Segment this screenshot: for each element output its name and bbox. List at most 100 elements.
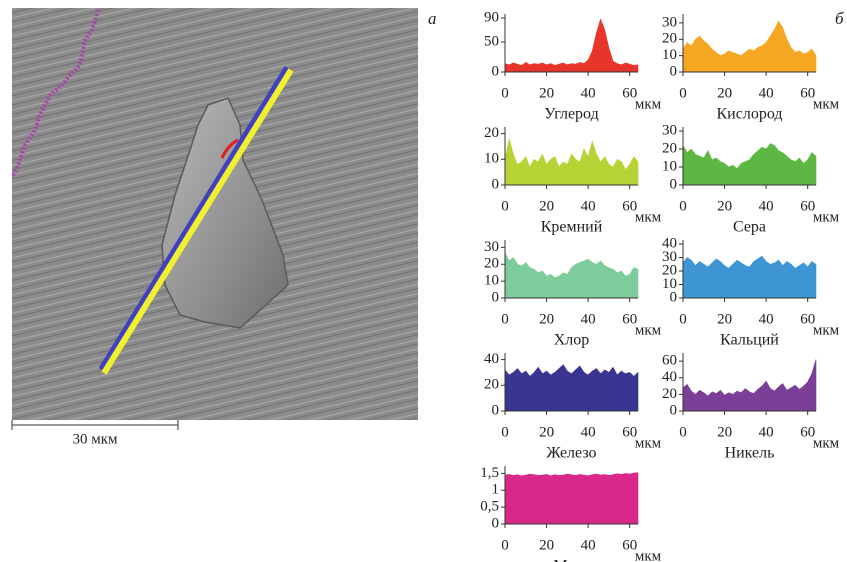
y-tick-label: 20 bbox=[484, 256, 499, 272]
y-tick-label: 20 bbox=[484, 125, 499, 141]
x-axis-label: мкм bbox=[813, 435, 840, 451]
y-tick-label: 0 bbox=[670, 289, 678, 305]
chart-title: Кальций bbox=[720, 332, 779, 349]
chart-title: Углерод bbox=[544, 106, 598, 123]
x-tick-label: 20 bbox=[717, 85, 732, 101]
x-tick-label: 0 bbox=[679, 198, 687, 214]
chart-title: Никель bbox=[725, 445, 775, 462]
y-tick-label: 10 bbox=[484, 273, 499, 289]
y-tick-label: 40 bbox=[662, 235, 677, 251]
y-tick-label: 0 bbox=[492, 176, 500, 192]
x-tick-label: 40 bbox=[759, 85, 774, 101]
x-tick-label: 60 bbox=[800, 424, 815, 440]
y-tick-label: 20 bbox=[662, 262, 677, 278]
area bbox=[504, 18, 639, 73]
x-axis-label: мкм bbox=[813, 322, 840, 338]
x-tick-label: 0 bbox=[501, 85, 509, 101]
x-tick-label: 40 bbox=[581, 424, 596, 440]
x-axis-label: мкм bbox=[813, 209, 840, 225]
area bbox=[682, 359, 817, 412]
x-tick-label: 0 bbox=[501, 424, 509, 440]
x-tick-label: 20 bbox=[717, 311, 732, 327]
y-tick-label: 20 bbox=[662, 31, 677, 47]
x-tick-label: 0 bbox=[679, 85, 687, 101]
area bbox=[504, 364, 639, 412]
x-tick-label: 0 bbox=[501, 537, 509, 553]
chart-title: Хлор bbox=[554, 332, 590, 349]
y-tick-label: 10 bbox=[484, 151, 499, 167]
x-axis-label: мкм bbox=[635, 209, 662, 225]
y-tick-label: 0,5 bbox=[480, 499, 499, 515]
x-tick-label: 40 bbox=[581, 537, 596, 553]
y-tick-label: 30 bbox=[484, 239, 499, 255]
x-tick-label: 20 bbox=[539, 198, 554, 214]
x-axis-label: мкм bbox=[635, 548, 662, 562]
sem-image bbox=[12, 8, 418, 420]
y-tick-label: 20 bbox=[662, 140, 677, 156]
y-tick-label: 10 bbox=[662, 276, 677, 292]
x-tick-label: 60 bbox=[800, 198, 815, 214]
panel-label: б bbox=[835, 9, 844, 28]
x-tick-label: 20 bbox=[539, 424, 554, 440]
y-tick-label: 0 bbox=[492, 402, 500, 418]
x-tick-label: 40 bbox=[581, 198, 596, 214]
x-tick-label: 40 bbox=[759, 424, 774, 440]
x-tick-label: 20 bbox=[717, 424, 732, 440]
y-tick-label: 1 bbox=[492, 482, 500, 498]
x-tick-label: 20 bbox=[539, 311, 554, 327]
x-tick-label: 0 bbox=[679, 311, 687, 327]
y-tick-label: 0 bbox=[492, 515, 500, 531]
x-tick-label: 40 bbox=[581, 85, 596, 101]
x-tick-label: 40 bbox=[581, 311, 596, 327]
x-tick-label: 60 bbox=[800, 85, 815, 101]
area bbox=[682, 255, 817, 299]
chart-title: Кислород bbox=[717, 106, 783, 123]
x-tick-label: 0 bbox=[501, 311, 509, 327]
x-tick-label: 40 bbox=[759, 311, 774, 327]
chart-title: Сера bbox=[733, 219, 766, 236]
y-tick-label: 30 bbox=[662, 14, 677, 30]
area bbox=[682, 20, 817, 73]
x-tick-label: 60 bbox=[622, 424, 637, 440]
x-tick-label: 60 bbox=[622, 537, 637, 553]
y-tick-label: 10 bbox=[662, 158, 677, 174]
x-tick-label: 60 bbox=[622, 198, 637, 214]
y-tick-label: 20 bbox=[662, 386, 677, 402]
y-tick-label: 0 bbox=[492, 63, 500, 79]
x-tick-label: 60 bbox=[622, 311, 637, 327]
area bbox=[504, 138, 639, 186]
area bbox=[682, 143, 817, 186]
y-tick-label: 1,5 bbox=[480, 465, 499, 481]
y-tick-label: 50 bbox=[484, 33, 499, 49]
x-tick-label: 0 bbox=[679, 424, 687, 440]
y-tick-label: 40 bbox=[484, 351, 499, 367]
y-tick-label: 40 bbox=[662, 369, 677, 385]
y-tick-label: 10 bbox=[662, 47, 677, 63]
scale-bar-label: 30 мкм bbox=[72, 431, 118, 447]
chart-title: Железо bbox=[546, 445, 596, 462]
x-tick-label: 40 bbox=[759, 198, 774, 214]
y-tick-label: 30 bbox=[662, 122, 677, 138]
x-axis-label: мкм bbox=[635, 322, 662, 338]
area bbox=[504, 472, 639, 525]
chart-title: Кремний bbox=[541, 219, 603, 236]
chart-title: Медь bbox=[553, 558, 589, 562]
x-tick-label: 20 bbox=[539, 85, 554, 101]
y-tick-label: 60 bbox=[662, 353, 677, 369]
x-tick-label: 60 bbox=[622, 85, 637, 101]
panel-label: а bbox=[428, 9, 437, 28]
y-tick-label: 0 bbox=[670, 176, 678, 192]
y-tick-label: 0 bbox=[670, 63, 678, 79]
area bbox=[504, 252, 639, 299]
x-tick-label: 60 bbox=[800, 311, 815, 327]
x-axis-label: мкм bbox=[635, 96, 662, 112]
x-tick-label: 20 bbox=[539, 537, 554, 553]
y-tick-label: 90 bbox=[484, 9, 499, 25]
x-tick-label: 0 bbox=[501, 198, 509, 214]
x-axis-label: мкм bbox=[635, 435, 662, 451]
y-tick-label: 30 bbox=[662, 249, 677, 265]
x-tick-label: 20 bbox=[717, 198, 732, 214]
y-tick-label: 20 bbox=[484, 377, 499, 393]
